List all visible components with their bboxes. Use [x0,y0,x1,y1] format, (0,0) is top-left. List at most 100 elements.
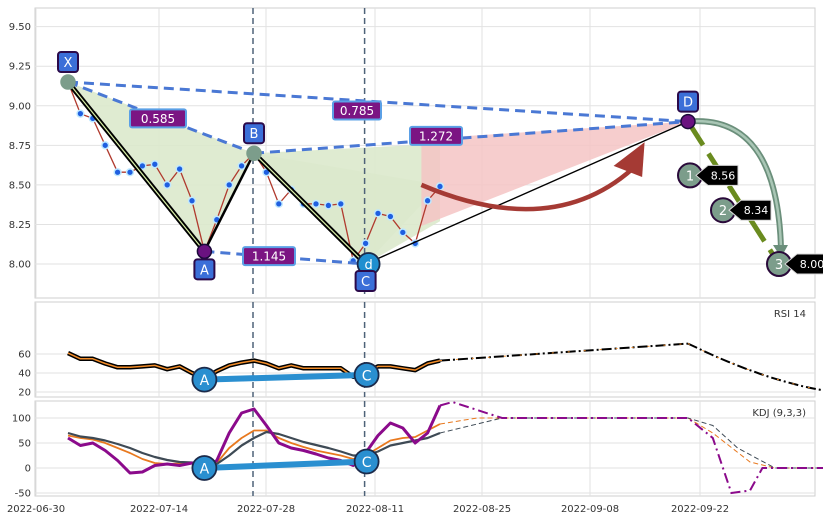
price-point [324,201,333,210]
bd-ratio-line [253,120,689,155]
kdj-divergence-label: A [200,462,210,478]
y-tick-label: 8.00 [9,260,31,271]
target-circle-label: 1 [686,169,694,184]
rsi-panel-frame [34,301,816,398]
pivot-label-text: X [64,56,73,71]
price-point [125,168,135,177]
target-value-tag [695,164,739,186]
price-point [311,199,321,209]
kdj-d-line [67,430,441,467]
y-tick-label: 100 [12,414,31,425]
pivot-dot [680,113,696,130]
target-value-text: 8.34 [744,204,769,217]
pattern-leg-inner [253,152,367,265]
kdj-divergence-line [204,458,367,471]
price-point [386,212,395,221]
rsi-divergence-label: C [362,368,372,384]
price-point [175,164,184,174]
rsi-divergence-circle [353,361,380,388]
kdj-projection [439,400,823,495]
kdj-divergence-circle [191,455,218,481]
x-tick-label: 2022-09-22 [671,504,729,515]
y-tick-label: 40 [18,369,31,380]
rsi-line [67,352,441,379]
ratio-label-box [129,108,187,129]
target-curve-arrow-inner [687,119,783,249]
projection-arrowhead [613,142,645,177]
x-tick-label: 2022-08-25 [453,504,511,515]
projection-fill [421,121,688,227]
pivot-label-text: C [361,275,370,290]
price-point [101,141,110,150]
ratio-label-box [332,100,382,121]
rsi-divergence-circle [191,366,218,393]
kdj-k-line [67,423,441,469]
x-tick-label: 2022-08-11 [346,504,404,515]
kdj-j-line [67,404,442,475]
pivot-dot [246,145,262,161]
price-point [76,109,85,118]
price-point [187,196,197,205]
y-tick-label: 8.25 [9,220,31,231]
x-tick-label: 2022-07-14 [130,504,188,515]
y-tick-label: 9.00 [9,101,31,112]
target-value-text: 8.00 [800,258,823,271]
price-point [225,180,234,190]
pattern-leg-inner [67,81,205,252]
projection-arrow [420,167,634,212]
target-leg [685,120,782,266]
rsi-projection [439,342,689,362]
price-point [150,160,159,169]
y-tick-label: 0 [25,464,31,475]
kdj-divergence-circle [353,448,380,475]
pivot-label-text: B [250,127,259,142]
y-tick-label: 8.50 [9,180,31,191]
x-tick-label: 2022-06-30 [7,504,65,515]
x-tick-label: 2022-09-08 [561,504,619,515]
y-tick-label: 8.75 [9,141,31,152]
y-tick-label: -50 [15,489,31,500]
xab-fill [68,82,254,252]
price-point [435,182,445,191]
kdj-projection [439,417,823,469]
x-tick-label: 2022-07-28 [237,504,295,515]
y-tick-label: 20 [18,388,31,399]
target-circle-label: 2 [719,204,727,219]
pattern-leg-ab [203,152,256,252]
pivot-label-box [677,90,699,113]
pivot-label-box [243,122,265,145]
price-point [274,199,283,209]
pattern-leg-cd [365,120,689,265]
pivot-label-box [354,270,377,292]
pivot-dot [196,243,213,260]
ratio-label-text: 0.585 [141,112,175,126]
price-point [423,196,432,205]
pivot-label-box [57,51,79,74]
kdj-legend: KDJ (9,3,3) [752,408,806,419]
y-tick-label: 60 [18,350,31,361]
ratio-label-box [242,246,296,267]
ratio-label-box [409,125,463,146]
ratio-label-text: 1.145 [252,250,286,264]
ratio-label-text: 0.785 [340,104,374,118]
price-point [237,161,246,171]
price-point [163,180,172,190]
pivot-label-box [193,258,216,281]
pivot-dot [60,74,76,90]
ratio-label-text: 1.272 [419,129,453,143]
rsi-divergence-label: A [200,373,210,389]
bcd-fill-2 [254,143,440,264]
pivot-label-text: D [683,96,693,111]
price-point [361,239,370,248]
target-value-tag [784,253,823,275]
y-tick-label: 9.50 [9,22,31,33]
rsi-divergence-line [204,371,367,383]
price-point [373,209,383,218]
price-point [398,228,407,237]
rsi-legend: RSI 14 [774,309,806,320]
pivot-d-label: d [364,258,372,273]
y-tick-label: 50 [18,439,31,450]
pivot-label-text: A [200,263,209,278]
